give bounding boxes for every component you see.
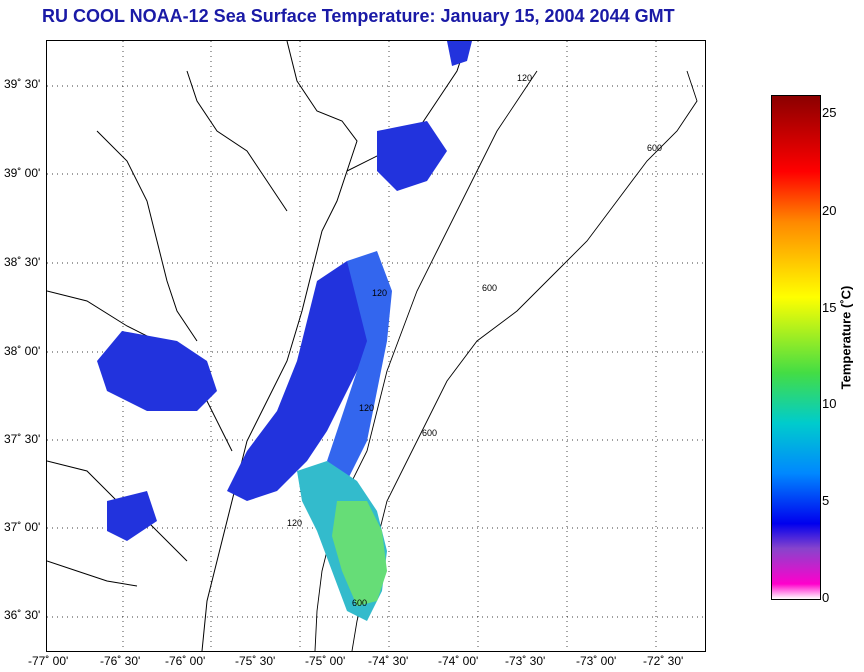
- x-tick-label: -76˚ 30': [100, 654, 141, 668]
- isobath-label-120-c: 120: [359, 403, 374, 413]
- isobath-label-120-d: 120: [287, 518, 302, 528]
- isobath-label-600-c: 600: [422, 428, 437, 438]
- x-tick-label: -75˚ 00': [305, 654, 346, 668]
- colorbar-tick: 0: [822, 590, 830, 605]
- colorbar-tick: 20: [822, 203, 837, 218]
- sst-patches: [97, 41, 472, 621]
- map-title: RU COOL NOAA-12 Sea Surface Temperature:…: [42, 6, 675, 26]
- isobath-label-120-a: 120: [517, 73, 532, 83]
- x-tick-label: -72˚ 30': [643, 654, 684, 668]
- x-tick-label: -73˚ 00': [576, 654, 617, 668]
- x-tick-label: -77˚ 00': [28, 654, 69, 668]
- y-tick-label: 38˚ 00': [4, 344, 41, 358]
- map-canvas: 120 600 120 600 120 600 120 600: [47, 41, 705, 651]
- colorbar-tick: 5: [822, 493, 830, 508]
- x-tick-label: -76˚ 00': [165, 654, 206, 668]
- colorbar: [771, 95, 821, 600]
- colorbar-tick: 15: [822, 300, 837, 315]
- colorbar-tick: 25: [822, 105, 837, 120]
- x-tick-label: -74˚ 30': [368, 654, 409, 668]
- isobath-label-120-b: 120: [372, 288, 387, 298]
- y-tick-label: 39˚ 00': [4, 166, 41, 180]
- colorbar-label: Temperature (˚C): [838, 285, 854, 390]
- y-tick-label: 37˚ 00': [4, 520, 41, 534]
- colorbar-tick: 10: [822, 396, 837, 411]
- y-tick-label: 36˚ 30': [4, 608, 41, 622]
- contour-labels: 120 600 120 600 120 600 120 600: [287, 73, 662, 608]
- sst-map: 120 600 120 600 120 600 120 600: [46, 40, 706, 652]
- isobath-label-600-d: 600: [352, 598, 367, 608]
- y-tick-label: 39˚ 30': [4, 77, 41, 91]
- x-tick-label: -74˚ 00': [438, 654, 479, 668]
- colorbar-gradient: [772, 96, 820, 599]
- y-tick-label: 37˚ 30': [4, 432, 41, 446]
- x-tick-label: -75˚ 30': [235, 654, 276, 668]
- x-tick-label: -73˚ 30': [505, 654, 546, 668]
- y-tick-label: 38˚ 30': [4, 255, 41, 269]
- isobath-label-600-a: 600: [647, 143, 662, 153]
- isobath-label-600-b: 600: [482, 283, 497, 293]
